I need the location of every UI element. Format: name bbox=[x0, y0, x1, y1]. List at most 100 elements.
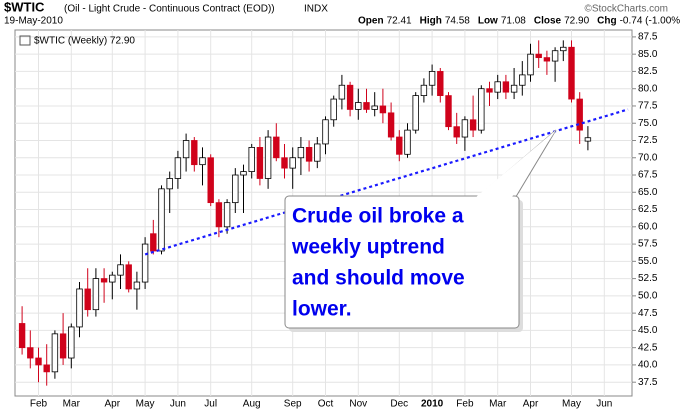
annotation-line: and should move bbox=[292, 267, 465, 290]
quote-value: -0.74 (-1.00%) bbox=[620, 16, 680, 27]
candle-body bbox=[305, 146, 313, 162]
y-tick-label: 42.5 bbox=[638, 342, 658, 353]
candle-body bbox=[191, 140, 198, 166]
candle-body bbox=[551, 50, 559, 62]
x-tick-label: Feb bbox=[30, 399, 48, 410]
candle-body bbox=[379, 105, 387, 114]
candle-body bbox=[404, 129, 411, 155]
y-tick-label: 52.5 bbox=[638, 273, 658, 284]
callout-pointer-fill bbox=[476, 130, 556, 197]
candle-body bbox=[223, 202, 231, 228]
candle-body bbox=[92, 278, 100, 311]
quote-label: High bbox=[420, 16, 442, 27]
candle-body bbox=[68, 326, 75, 359]
x-tick-label: Oct bbox=[318, 399, 334, 410]
x-tick-label: May bbox=[562, 399, 581, 410]
candle-body bbox=[502, 81, 510, 93]
quote-value: 71.08 bbox=[501, 16, 526, 27]
legend-label: $WTIC (Weekly) 72.90 bbox=[34, 36, 135, 47]
candle-body bbox=[535, 53, 542, 59]
candle-body bbox=[59, 333, 67, 359]
candle-body bbox=[264, 136, 272, 179]
y-tick-label: 80.0 bbox=[638, 83, 658, 94]
candle-body bbox=[576, 98, 583, 131]
x-tick-label: 2010 bbox=[421, 399, 444, 410]
candle-body bbox=[396, 136, 403, 155]
quote-label: Open bbox=[358, 16, 384, 27]
quote-label: Close bbox=[534, 16, 562, 27]
y-tick-label: 72.5 bbox=[638, 135, 658, 146]
x-tick-label: Dec bbox=[390, 399, 408, 410]
candle-body bbox=[469, 119, 477, 131]
annotation-line: lower. bbox=[292, 298, 352, 321]
candle-body bbox=[478, 88, 485, 131]
quote-label: Low bbox=[478, 16, 498, 27]
candle-body bbox=[363, 102, 370, 110]
candle-body bbox=[199, 157, 206, 166]
candle-body bbox=[560, 46, 567, 52]
annotation: Crude oil broke a weekly uptrend and shoul… bbox=[291, 205, 465, 321]
x-tick-label: Jul bbox=[204, 399, 217, 410]
candle-body bbox=[273, 136, 280, 159]
candle-body bbox=[314, 143, 321, 162]
candle-body bbox=[281, 157, 288, 169]
candle-body bbox=[256, 146, 264, 179]
y-tick-label: 55.0 bbox=[638, 256, 658, 267]
x-tick-label: Nov bbox=[349, 399, 367, 410]
annotation-line: weekly uptrend bbox=[291, 236, 445, 259]
x-tick-label: Feb bbox=[456, 399, 474, 410]
candle-body bbox=[346, 84, 354, 110]
candle-body bbox=[174, 157, 182, 179]
y-tick-label: 77.5 bbox=[638, 101, 658, 112]
candle-body bbox=[207, 157, 214, 204]
candle-body bbox=[141, 243, 149, 283]
candles bbox=[18, 40, 629, 386]
candle-body bbox=[437, 71, 444, 97]
candle-body bbox=[461, 119, 469, 138]
candle-body bbox=[527, 53, 534, 76]
candle-body bbox=[543, 57, 551, 62]
y-tick-label: 62.5 bbox=[638, 204, 658, 215]
candle-body bbox=[322, 119, 329, 145]
candle-body bbox=[232, 174, 239, 204]
candle-body bbox=[453, 126, 460, 138]
candle-body bbox=[150, 233, 157, 252]
candle-body bbox=[428, 71, 436, 86]
y-tick-label: 57.5 bbox=[638, 239, 658, 250]
candle-body bbox=[43, 364, 50, 373]
x-tick-label: Jun bbox=[170, 399, 186, 410]
candle-body bbox=[355, 102, 362, 110]
y-tick-label: 87.5 bbox=[638, 32, 658, 43]
quote-value: 72.41 bbox=[387, 16, 412, 27]
x-tick-label: Apr bbox=[523, 399, 539, 410]
y-tick-label: 82.5 bbox=[638, 66, 658, 77]
candle-body bbox=[412, 95, 419, 131]
candle-body bbox=[420, 84, 428, 97]
x-tick-label: Apr bbox=[105, 399, 121, 410]
y-tick-label: 67.5 bbox=[638, 170, 658, 181]
quote: Open 72.41 High 74.58 Low 71.08 Close 72.90 Chg -… bbox=[358, 16, 680, 27]
chart-subtitle: (Oil - Light Crude - Continuous Contract… bbox=[64, 4, 275, 15]
candle-body bbox=[133, 281, 141, 290]
exchange: INDX bbox=[304, 4, 328, 15]
candle-body bbox=[240, 171, 247, 176]
candle-body bbox=[338, 84, 346, 100]
candle-body bbox=[158, 188, 165, 252]
candle-body bbox=[486, 88, 493, 93]
x-tick-label: Mar bbox=[489, 399, 507, 410]
candle-body bbox=[109, 274, 116, 283]
candle-body bbox=[51, 333, 59, 373]
candle-body bbox=[27, 347, 34, 359]
candle-body bbox=[35, 357, 42, 366]
x-tick-label: Aug bbox=[243, 399, 261, 410]
candle-body bbox=[494, 81, 501, 93]
y-tick-label: 50.0 bbox=[638, 291, 658, 302]
candle-body bbox=[445, 95, 452, 128]
candle-body bbox=[125, 264, 132, 290]
y-tick-label: 75.0 bbox=[638, 118, 658, 129]
legend-icon bbox=[19, 35, 31, 46]
candle-body bbox=[182, 140, 190, 159]
x-tick-label: Jun bbox=[596, 399, 612, 410]
y-tick-label: 60.0 bbox=[638, 221, 658, 232]
